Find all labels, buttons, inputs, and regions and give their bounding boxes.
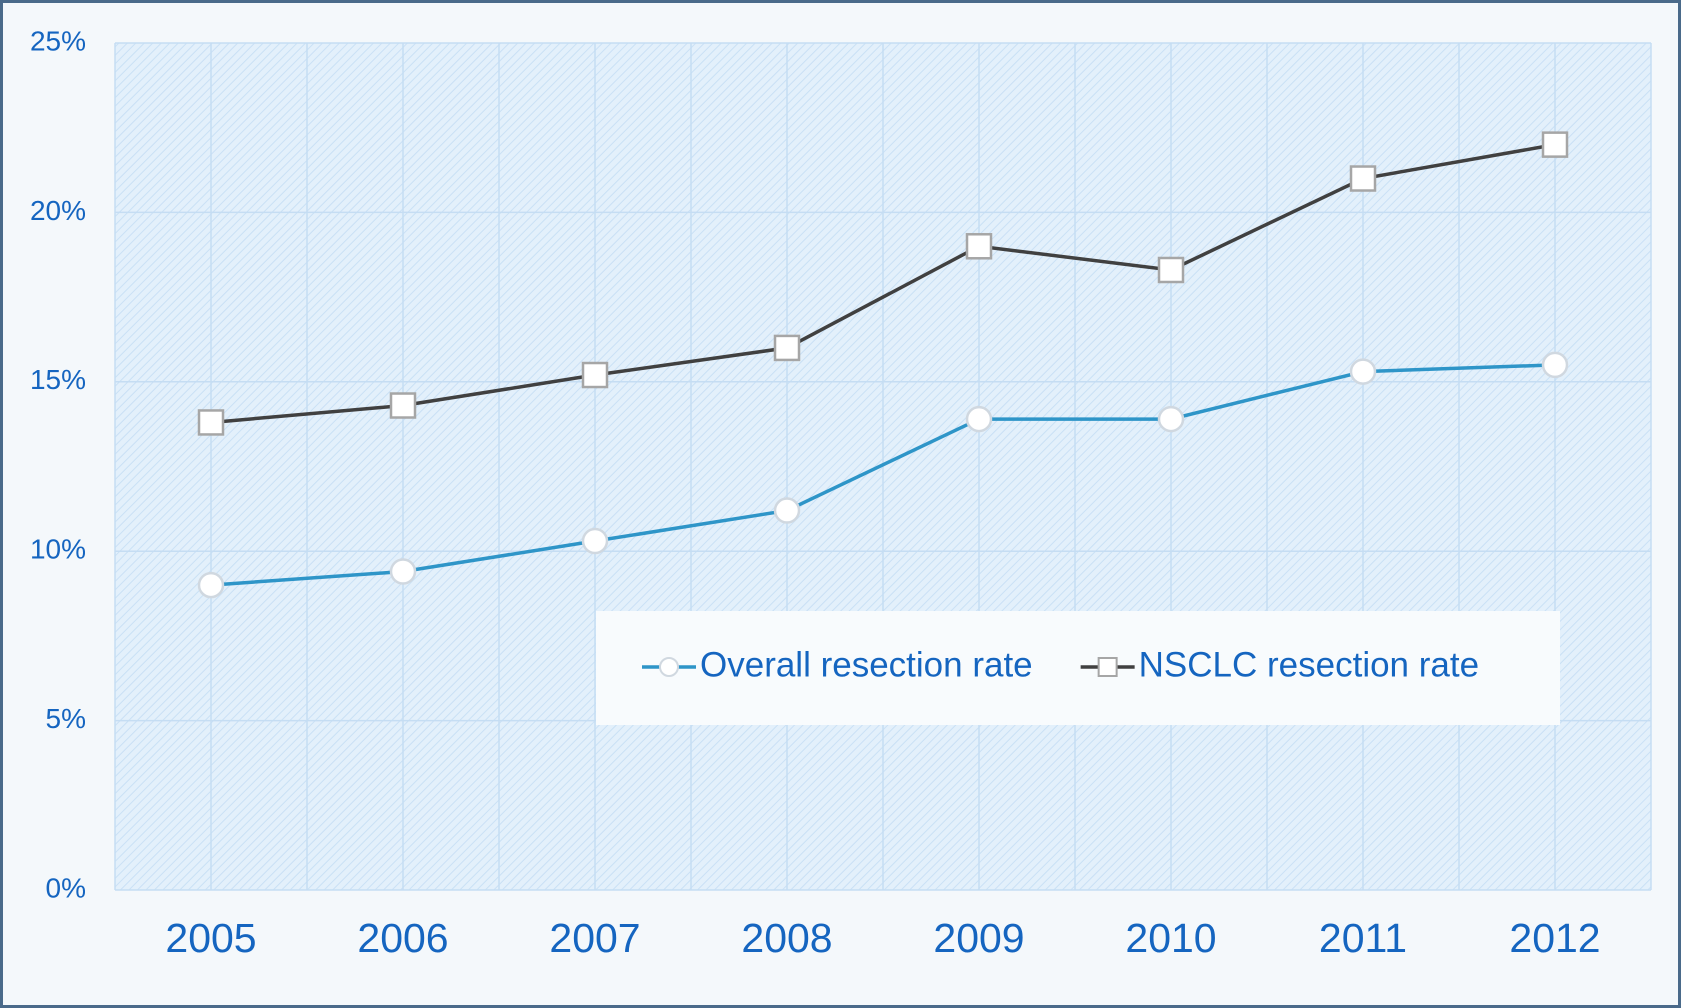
marker [391, 394, 415, 418]
page: 0% 5% 10% 15% 20% 25% 2005 2006 2007 2008 2009 2010… [0, 0, 1681, 1008]
x-tick-label: 2007 [549, 915, 640, 961]
chart: 0% 5% 10% 15% 20% 25% 2005 2006 2007 2008 2009 2010… [0, 0, 1681, 1008]
x-tick-label: 2005 [165, 915, 256, 961]
marker [199, 573, 223, 597]
marker [583, 529, 607, 553]
x-tick-label: 2011 [1319, 915, 1407, 961]
x-tick-label: 2008 [741, 915, 832, 961]
y-tick-label: 25% [30, 25, 86, 56]
marker [1543, 353, 1567, 377]
marker [1159, 258, 1183, 282]
x-tick-label: 2012 [1509, 915, 1600, 961]
legend-label: Overall resection rate [700, 645, 1033, 684]
x-tick-label: 2009 [933, 915, 1024, 961]
legend-marker [660, 658, 678, 676]
marker [775, 499, 799, 523]
marker [1543, 133, 1567, 157]
x-tick-label: 2010 [1125, 915, 1216, 961]
x-tick-label: 2006 [357, 915, 448, 961]
y-tick-label: 0% [46, 872, 86, 903]
legend-marker [1099, 658, 1117, 676]
marker [775, 336, 799, 360]
y-tick-label: 5% [46, 703, 86, 734]
y-tick-label: 20% [30, 195, 86, 226]
marker [199, 410, 223, 434]
marker [1351, 360, 1375, 384]
y-tick-label: 10% [30, 534, 86, 565]
marker [967, 234, 991, 258]
y-tick-label: 15% [30, 364, 86, 395]
marker [583, 363, 607, 387]
legend-label: NSCLC resection rate [1139, 645, 1479, 684]
marker [967, 407, 991, 431]
marker [1159, 407, 1183, 431]
marker [391, 560, 415, 584]
marker [1351, 167, 1375, 191]
